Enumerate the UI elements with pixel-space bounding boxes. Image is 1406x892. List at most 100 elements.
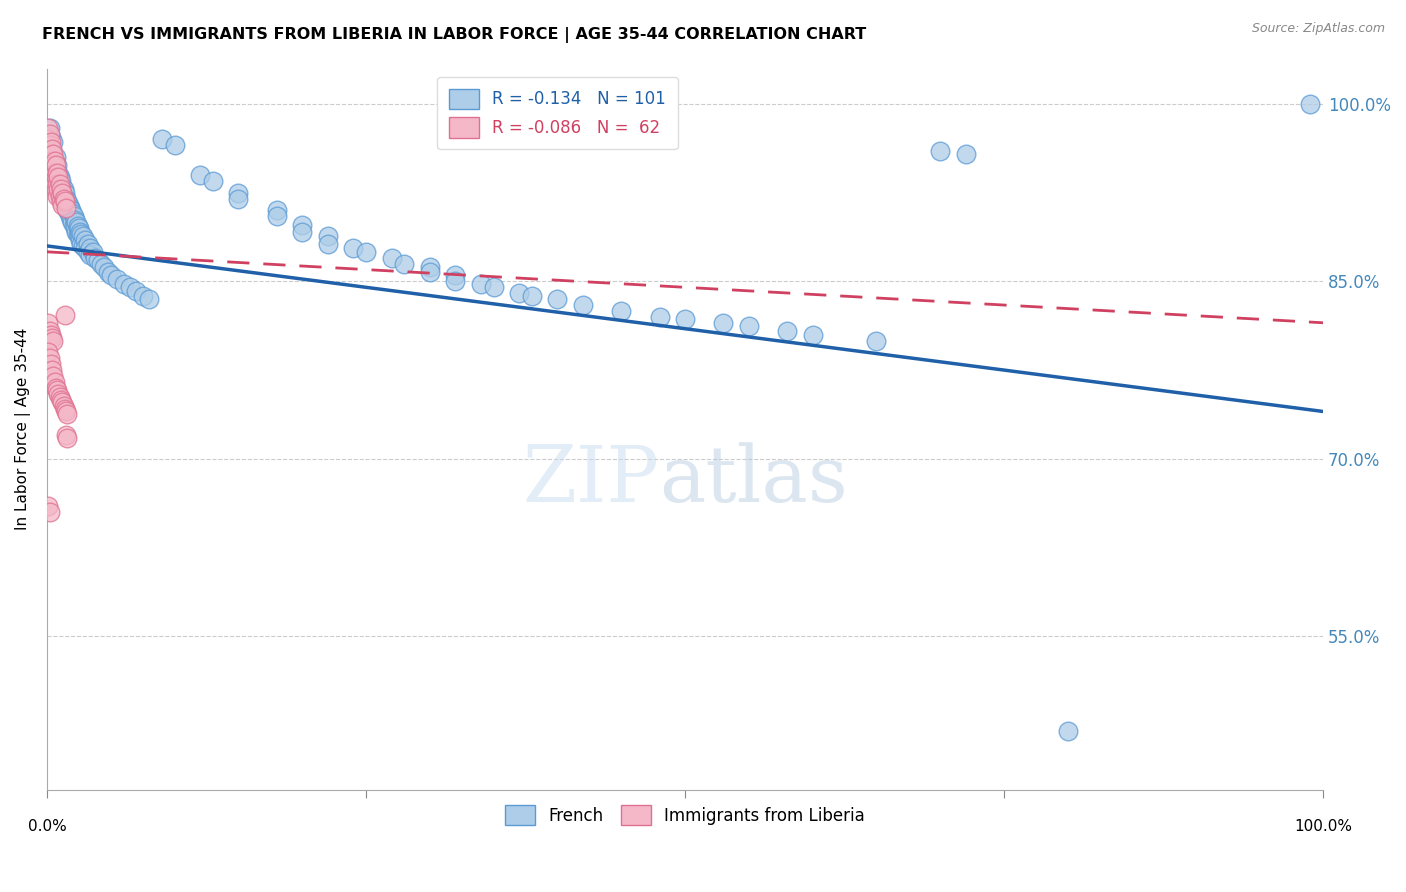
Point xyxy=(37,345,59,359)
Point xyxy=(41,153,63,168)
Point xyxy=(37,316,59,330)
Point xyxy=(648,310,671,324)
Point xyxy=(41,145,63,159)
Point xyxy=(1057,723,1080,738)
Point xyxy=(955,146,977,161)
Point xyxy=(105,272,128,286)
Point xyxy=(49,392,72,407)
Point xyxy=(49,182,72,196)
Point xyxy=(62,206,84,220)
Point xyxy=(38,324,60,338)
Point xyxy=(44,178,66,192)
Point xyxy=(316,236,339,251)
Point xyxy=(48,170,70,185)
Point xyxy=(72,229,94,244)
Point xyxy=(53,308,76,322)
Point xyxy=(76,236,98,251)
Point xyxy=(55,428,77,442)
Text: ZIP: ZIP xyxy=(523,442,659,517)
Point xyxy=(51,395,73,409)
Point xyxy=(69,233,91,247)
Point xyxy=(59,210,82,224)
Point xyxy=(45,159,67,173)
Point xyxy=(38,150,60,164)
Point xyxy=(38,120,60,135)
Point xyxy=(93,260,115,275)
Point xyxy=(48,386,70,401)
Text: 0.0%: 0.0% xyxy=(28,819,66,834)
Point xyxy=(228,192,250,206)
Point xyxy=(56,194,79,208)
Point xyxy=(470,277,492,291)
Point xyxy=(39,357,62,371)
Point xyxy=(52,192,75,206)
Point xyxy=(37,499,59,513)
Point xyxy=(48,390,70,404)
Point xyxy=(53,402,76,417)
Point xyxy=(42,334,65,348)
Point xyxy=(37,145,59,159)
Point xyxy=(53,186,76,200)
Point xyxy=(266,203,288,218)
Point xyxy=(65,225,87,239)
Point xyxy=(48,170,70,185)
Point xyxy=(419,265,441,279)
Legend: French, Immigrants from Liberia: French, Immigrants from Liberia xyxy=(499,798,872,832)
Point xyxy=(316,229,339,244)
Point xyxy=(44,165,66,179)
Point xyxy=(66,227,89,241)
Point xyxy=(38,138,60,153)
Point xyxy=(37,145,59,159)
Point xyxy=(929,145,952,159)
Point xyxy=(38,127,60,141)
Point xyxy=(118,280,141,294)
Point xyxy=(48,189,70,203)
Point xyxy=(37,132,59,146)
Point xyxy=(38,150,60,164)
Point xyxy=(84,251,107,265)
Point xyxy=(56,430,79,444)
Point xyxy=(45,150,67,164)
Point xyxy=(37,120,59,135)
Point xyxy=(44,153,66,168)
Point xyxy=(163,138,186,153)
Point xyxy=(865,334,887,348)
Point xyxy=(291,225,314,239)
Point xyxy=(42,135,65,149)
Point xyxy=(39,135,62,149)
Point xyxy=(51,197,73,211)
Point xyxy=(131,288,153,302)
Point xyxy=(38,162,60,177)
Point xyxy=(49,174,72,188)
Point xyxy=(138,292,160,306)
Point xyxy=(711,316,734,330)
Point xyxy=(738,319,761,334)
Point xyxy=(52,182,75,196)
Text: atlas: atlas xyxy=(659,442,848,517)
Point xyxy=(572,298,595,312)
Point xyxy=(59,201,82,215)
Point xyxy=(56,203,79,218)
Point xyxy=(90,257,112,271)
Point xyxy=(49,182,72,196)
Point xyxy=(42,369,65,384)
Point xyxy=(45,182,67,196)
Point xyxy=(394,257,416,271)
Text: Source: ZipAtlas.com: Source: ZipAtlas.com xyxy=(1251,22,1385,36)
Point xyxy=(42,170,65,185)
Point xyxy=(39,146,62,161)
Point xyxy=(60,203,83,218)
Text: 100.0%: 100.0% xyxy=(1294,819,1353,834)
Point xyxy=(150,132,173,146)
Point xyxy=(79,241,101,255)
Point xyxy=(44,162,66,177)
Point xyxy=(228,186,250,200)
Point xyxy=(79,248,101,262)
Y-axis label: In Labor Force | Age 35-44: In Labor Force | Age 35-44 xyxy=(15,328,31,531)
Point xyxy=(67,221,90,235)
Point xyxy=(49,194,72,208)
Point xyxy=(188,168,211,182)
Point xyxy=(55,192,77,206)
Point xyxy=(75,241,97,255)
Point xyxy=(51,186,73,200)
